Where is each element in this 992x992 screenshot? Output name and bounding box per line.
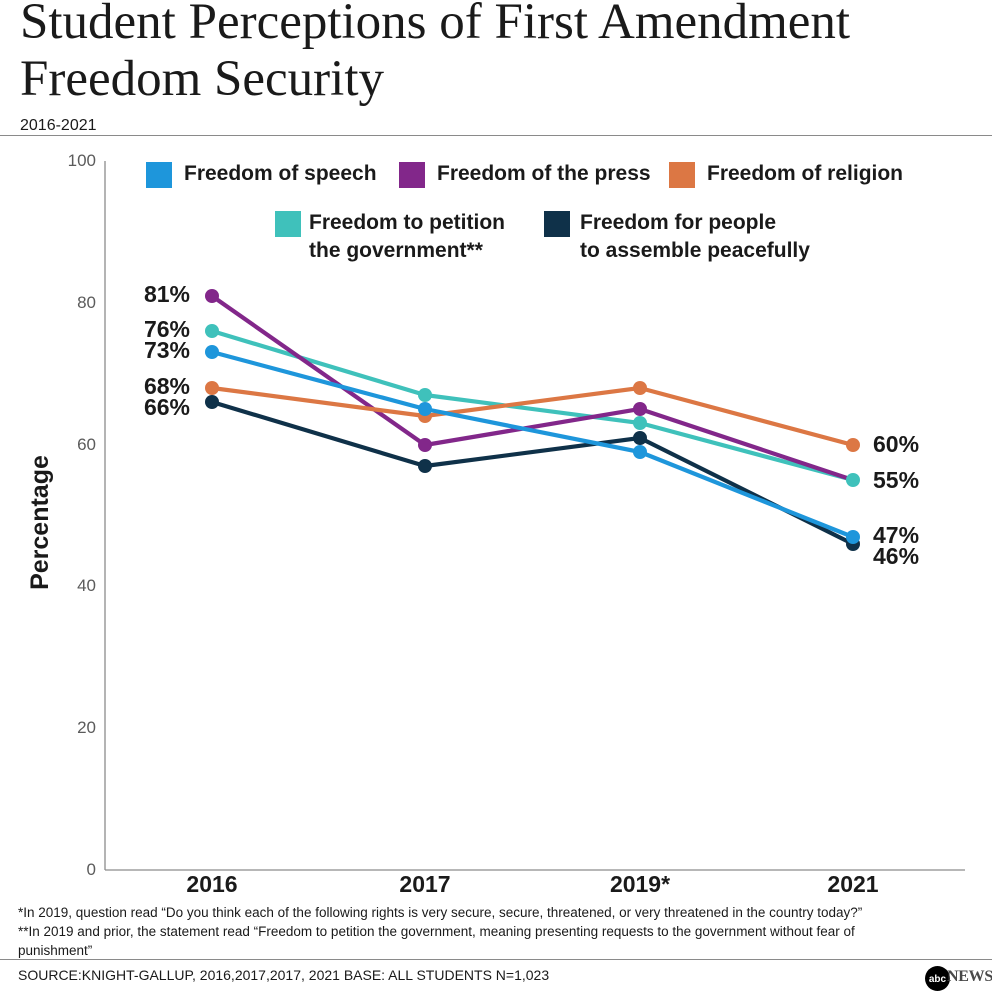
svg-text:20: 20: [77, 718, 96, 737]
svg-text:2016: 2016: [186, 871, 237, 897]
svg-text:2019*: 2019*: [610, 871, 670, 897]
svg-text:2017: 2017: [399, 871, 450, 897]
svg-text:0: 0: [87, 860, 96, 879]
svg-text:73%: 73%: [144, 337, 190, 363]
svg-text:60: 60: [77, 435, 96, 454]
svg-text:81%: 81%: [144, 281, 190, 307]
svg-text:100: 100: [68, 151, 96, 170]
svg-text:60%: 60%: [873, 431, 919, 457]
svg-text:80: 80: [77, 293, 96, 312]
svg-text:46%: 46%: [873, 543, 919, 569]
svg-text:66%: 66%: [144, 394, 190, 420]
svg-text:2021: 2021: [827, 871, 878, 897]
svg-text:55%: 55%: [873, 467, 919, 493]
svg-text:40: 40: [77, 576, 96, 595]
